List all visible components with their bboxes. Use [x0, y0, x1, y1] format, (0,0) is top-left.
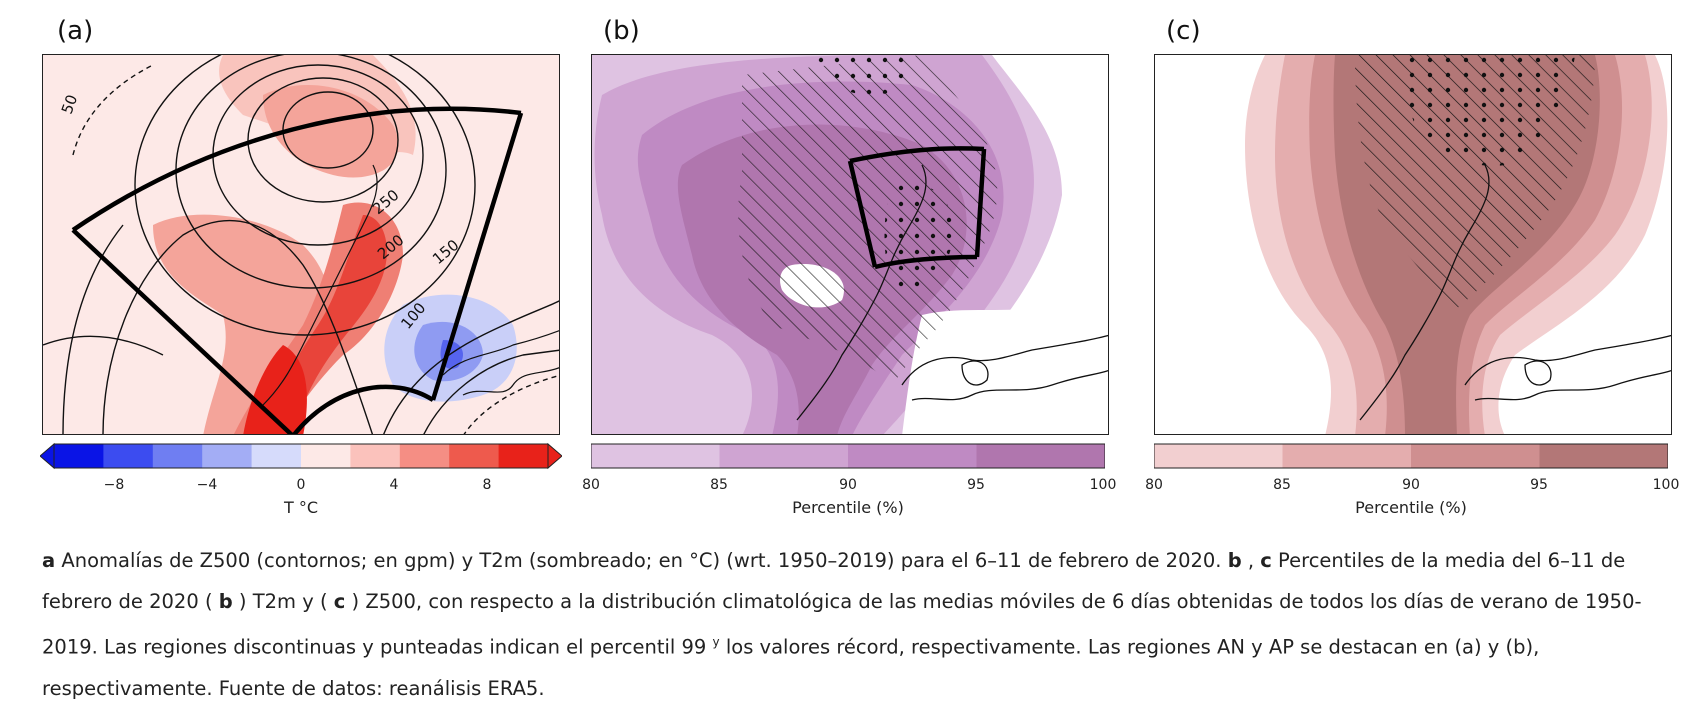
panel-a-map-graphic: 50 250 200 150 100: [43, 55, 559, 434]
colorbar-a-tick: −8: [103, 477, 125, 493]
colorbar-segment: [103, 444, 154, 468]
caption-separator: ,: [1241, 549, 1261, 572]
colorbar-segment: [152, 444, 203, 468]
caption-ref-b: b: [218, 590, 233, 613]
caption-label-b: b: [1227, 549, 1242, 572]
colorbar-c-tick: 100: [1652, 477, 1680, 493]
caption-superscript: y: [712, 635, 720, 649]
colorbar-b-tick: 80: [582, 477, 600, 493]
colorbar-segment: [1411, 444, 1540, 468]
colorbar-segment: [591, 444, 720, 468]
colorbar-a-tick: 8: [482, 477, 492, 493]
colorbar-b-tick: 95: [967, 477, 985, 493]
panel-a-map: 50 250 200 150 100: [42, 54, 560, 435]
caption-text-bc-3: ) Z500, con respecto a la distribución c…: [42, 590, 1642, 659]
colorbar-b-graphic: [590, 443, 1106, 469]
colorbar-segment: [1154, 444, 1283, 468]
panel-b-map-graphic: [592, 55, 1108, 434]
colorbar-segment: [301, 444, 351, 468]
colorbar-segment: [976, 444, 1106, 468]
colorbar-a-graphic: [39, 442, 563, 470]
colorbar-segment: [498, 444, 549, 468]
colorbar-segment: [54, 444, 104, 468]
colorbar-segment: [449, 444, 500, 468]
panel-b-label: (b): [603, 16, 640, 46]
colorbar-c-tick: 80: [1145, 477, 1163, 493]
caption-text-a: Anomalías de Z500 (contornos; en gpm) y …: [55, 549, 1228, 572]
colorbar-segment: [251, 444, 302, 468]
panel-c-label: (c): [1166, 16, 1201, 46]
colorbar-b-tick: 85: [710, 477, 728, 493]
colorbar-b-tick: 90: [839, 477, 857, 493]
colorbar-b: [590, 442, 1106, 470]
colorbar-segment: [350, 444, 401, 468]
colorbar-a-title: T °C: [283, 498, 319, 517]
caption-label-c: c: [1260, 549, 1272, 572]
colorbar-a-tick: 4: [389, 477, 399, 493]
colorbar-segment: [399, 444, 450, 468]
contour-label-50: 50: [58, 92, 81, 116]
colorbar-c-tick: 85: [1273, 477, 1291, 493]
colorbar-a: [39, 442, 563, 470]
colorbar-c: [1153, 442, 1669, 470]
colorbar-segment: [848, 444, 977, 468]
panel-c-map-graphic: [1155, 55, 1671, 434]
colorbar-segment: [202, 444, 253, 468]
colorbar-c-tick: 90: [1402, 477, 1420, 493]
colorbar-segment: [719, 444, 849, 468]
colorbar-frame: [53, 443, 549, 469]
colorbar-c-tick: 95: [1530, 477, 1548, 493]
caption-text-bc-1: Percentiles de la media del 6–11 de febr…: [42, 549, 1626, 613]
colorbar-segment: [1282, 444, 1412, 468]
colorbar-segment: [1539, 444, 1669, 468]
colorbar-b-tick: 100: [1089, 477, 1117, 493]
panel-b-map: [591, 54, 1109, 435]
colorbar-c-graphic: [1153, 443, 1669, 469]
caption-ref-c: c: [333, 590, 346, 613]
colorbar-a-tick: −4: [196, 477, 218, 493]
colorbar-a-tick: 0: [296, 477, 306, 493]
colorbar-max-arrow: [547, 442, 563, 470]
figure-caption: a Anomalías de Z500 (contornos; en gpm) …: [42, 540, 1682, 709]
colorbar-b-title: Percentile (%): [792, 498, 904, 517]
caption-text-bc-2: ) T2m y (: [232, 590, 334, 613]
caption-label-a: a: [42, 549, 56, 572]
colorbar-c-title: Percentile (%): [1355, 498, 1467, 517]
caption-text-bc-4: los valores récord, respectivamente. Las…: [42, 635, 1540, 700]
colorbar-min-arrow: [39, 442, 55, 470]
panel-a-label: (a): [57, 16, 94, 46]
panel-c-map: [1154, 54, 1672, 435]
